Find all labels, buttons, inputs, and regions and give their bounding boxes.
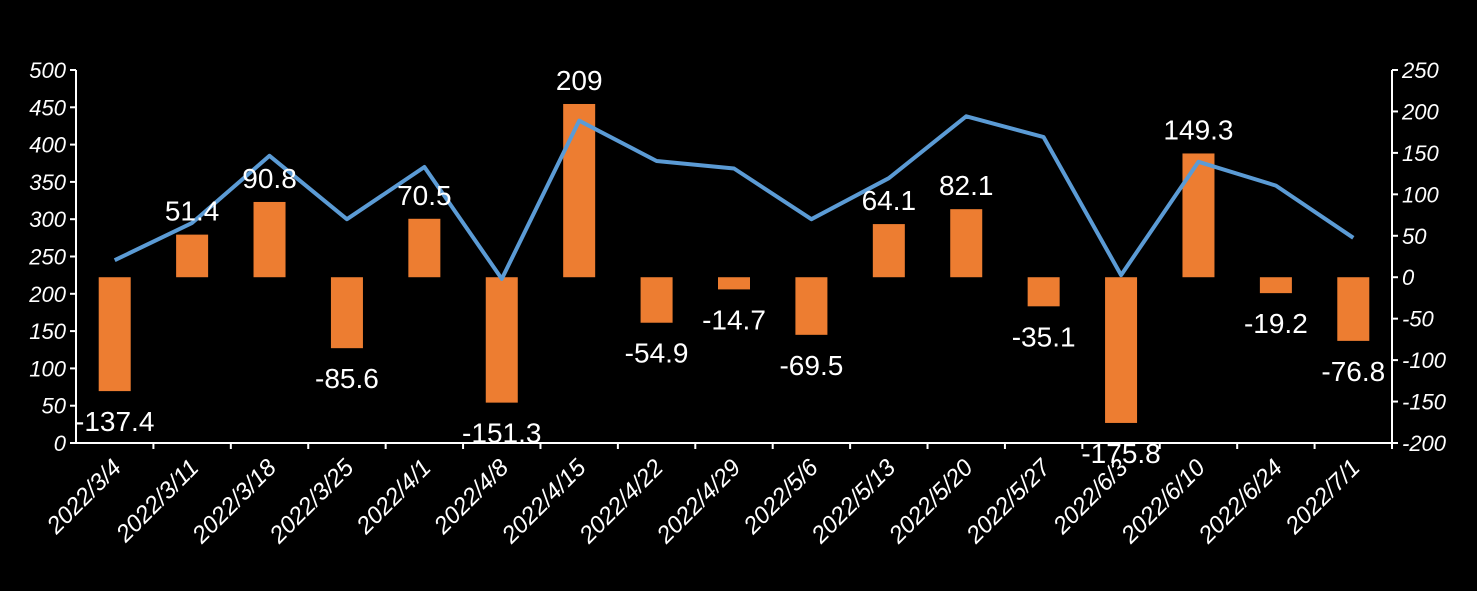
bar-2022/5/6	[795, 277, 828, 335]
bar-value-label: 209	[556, 65, 603, 96]
left-tick-label: 500	[29, 58, 66, 83]
bar-2022/6/3	[1105, 277, 1138, 423]
bar-value-label: -175.8	[1081, 438, 1160, 469]
bar-value-label: -137.4	[75, 406, 154, 437]
bar-value-label: -69.5	[779, 350, 843, 381]
bar-value-label: -85.6	[315, 363, 379, 394]
right-tick-label: 150	[1402, 141, 1439, 166]
bar-2022/3/4	[98, 277, 131, 392]
bar-value-label: 51.4	[165, 196, 220, 227]
bar-value-label: -19.2	[1244, 308, 1308, 339]
bar-value-label: -76.8	[1321, 356, 1385, 387]
bar-2022/4/1	[408, 218, 441, 278]
bar-value-label: 64.1	[862, 185, 917, 216]
line-series	[113, 114, 1355, 281]
data-labels: -137.4 51.4 90.8 -85.6 70.5 -151.3 209 -54.9 -14…	[75, 65, 1385, 469]
left-tick-label: 200	[28, 282, 66, 307]
bar-value-label: 90.8	[242, 163, 297, 194]
right-tick-label: -150	[1402, 390, 1447, 415]
bar-2022/5/20	[950, 209, 983, 278]
left-tick-label: 300	[29, 207, 66, 232]
bar-2022/3/25	[330, 277, 363, 349]
bar-2022/4/22	[640, 277, 673, 323]
bar-value-label: 82.1	[939, 170, 994, 201]
right-tick-label: -200	[1402, 431, 1447, 456]
left-tick-label: 150	[29, 319, 66, 344]
bar-value-label: -14.7	[702, 304, 766, 335]
left-tick-label: 350	[29, 170, 66, 195]
bar-value-label: 70.5	[397, 180, 452, 211]
left-tick-label: 250	[28, 245, 66, 270]
bar-2022/4/15	[563, 103, 596, 278]
bar-2022/3/18	[253, 201, 286, 278]
right-tick-label: 50	[1402, 224, 1427, 249]
left-tick-label: 100	[29, 356, 66, 381]
bar-2022/3/11	[176, 234, 209, 278]
left-tick-label: 450	[29, 95, 66, 120]
left-tick-label: 0	[54, 431, 67, 456]
left-tick-label: 50	[42, 394, 67, 419]
bar-series	[98, 103, 1370, 423]
bar-2022/6/24	[1259, 277, 1292, 294]
bar-2022/7/1	[1337, 277, 1370, 341]
left-tick-label: 400	[29, 133, 66, 158]
right-tick-label: 200	[1401, 99, 1439, 124]
right-tick-label: 250	[1401, 58, 1439, 83]
bar-2022/5/27	[1027, 277, 1060, 307]
bar-2022/5/13	[872, 224, 905, 278]
bar-value-label: -35.1	[1012, 321, 1076, 352]
right-tick-label: 100	[1402, 182, 1439, 207]
bar-2022/6/10	[1182, 153, 1215, 278]
bar-2022/4/29	[718, 277, 750, 290]
bar-value-label: 149.3	[1163, 114, 1233, 145]
right-tick-label: -100	[1402, 348, 1447, 373]
right-tick-label: 0	[1402, 265, 1415, 290]
bar-2022/4/8	[485, 277, 518, 403]
bar-value-label: -151.3	[462, 418, 541, 449]
bar-value-label: -54.9	[625, 338, 689, 369]
right-tick-label: -50	[1402, 307, 1435, 332]
